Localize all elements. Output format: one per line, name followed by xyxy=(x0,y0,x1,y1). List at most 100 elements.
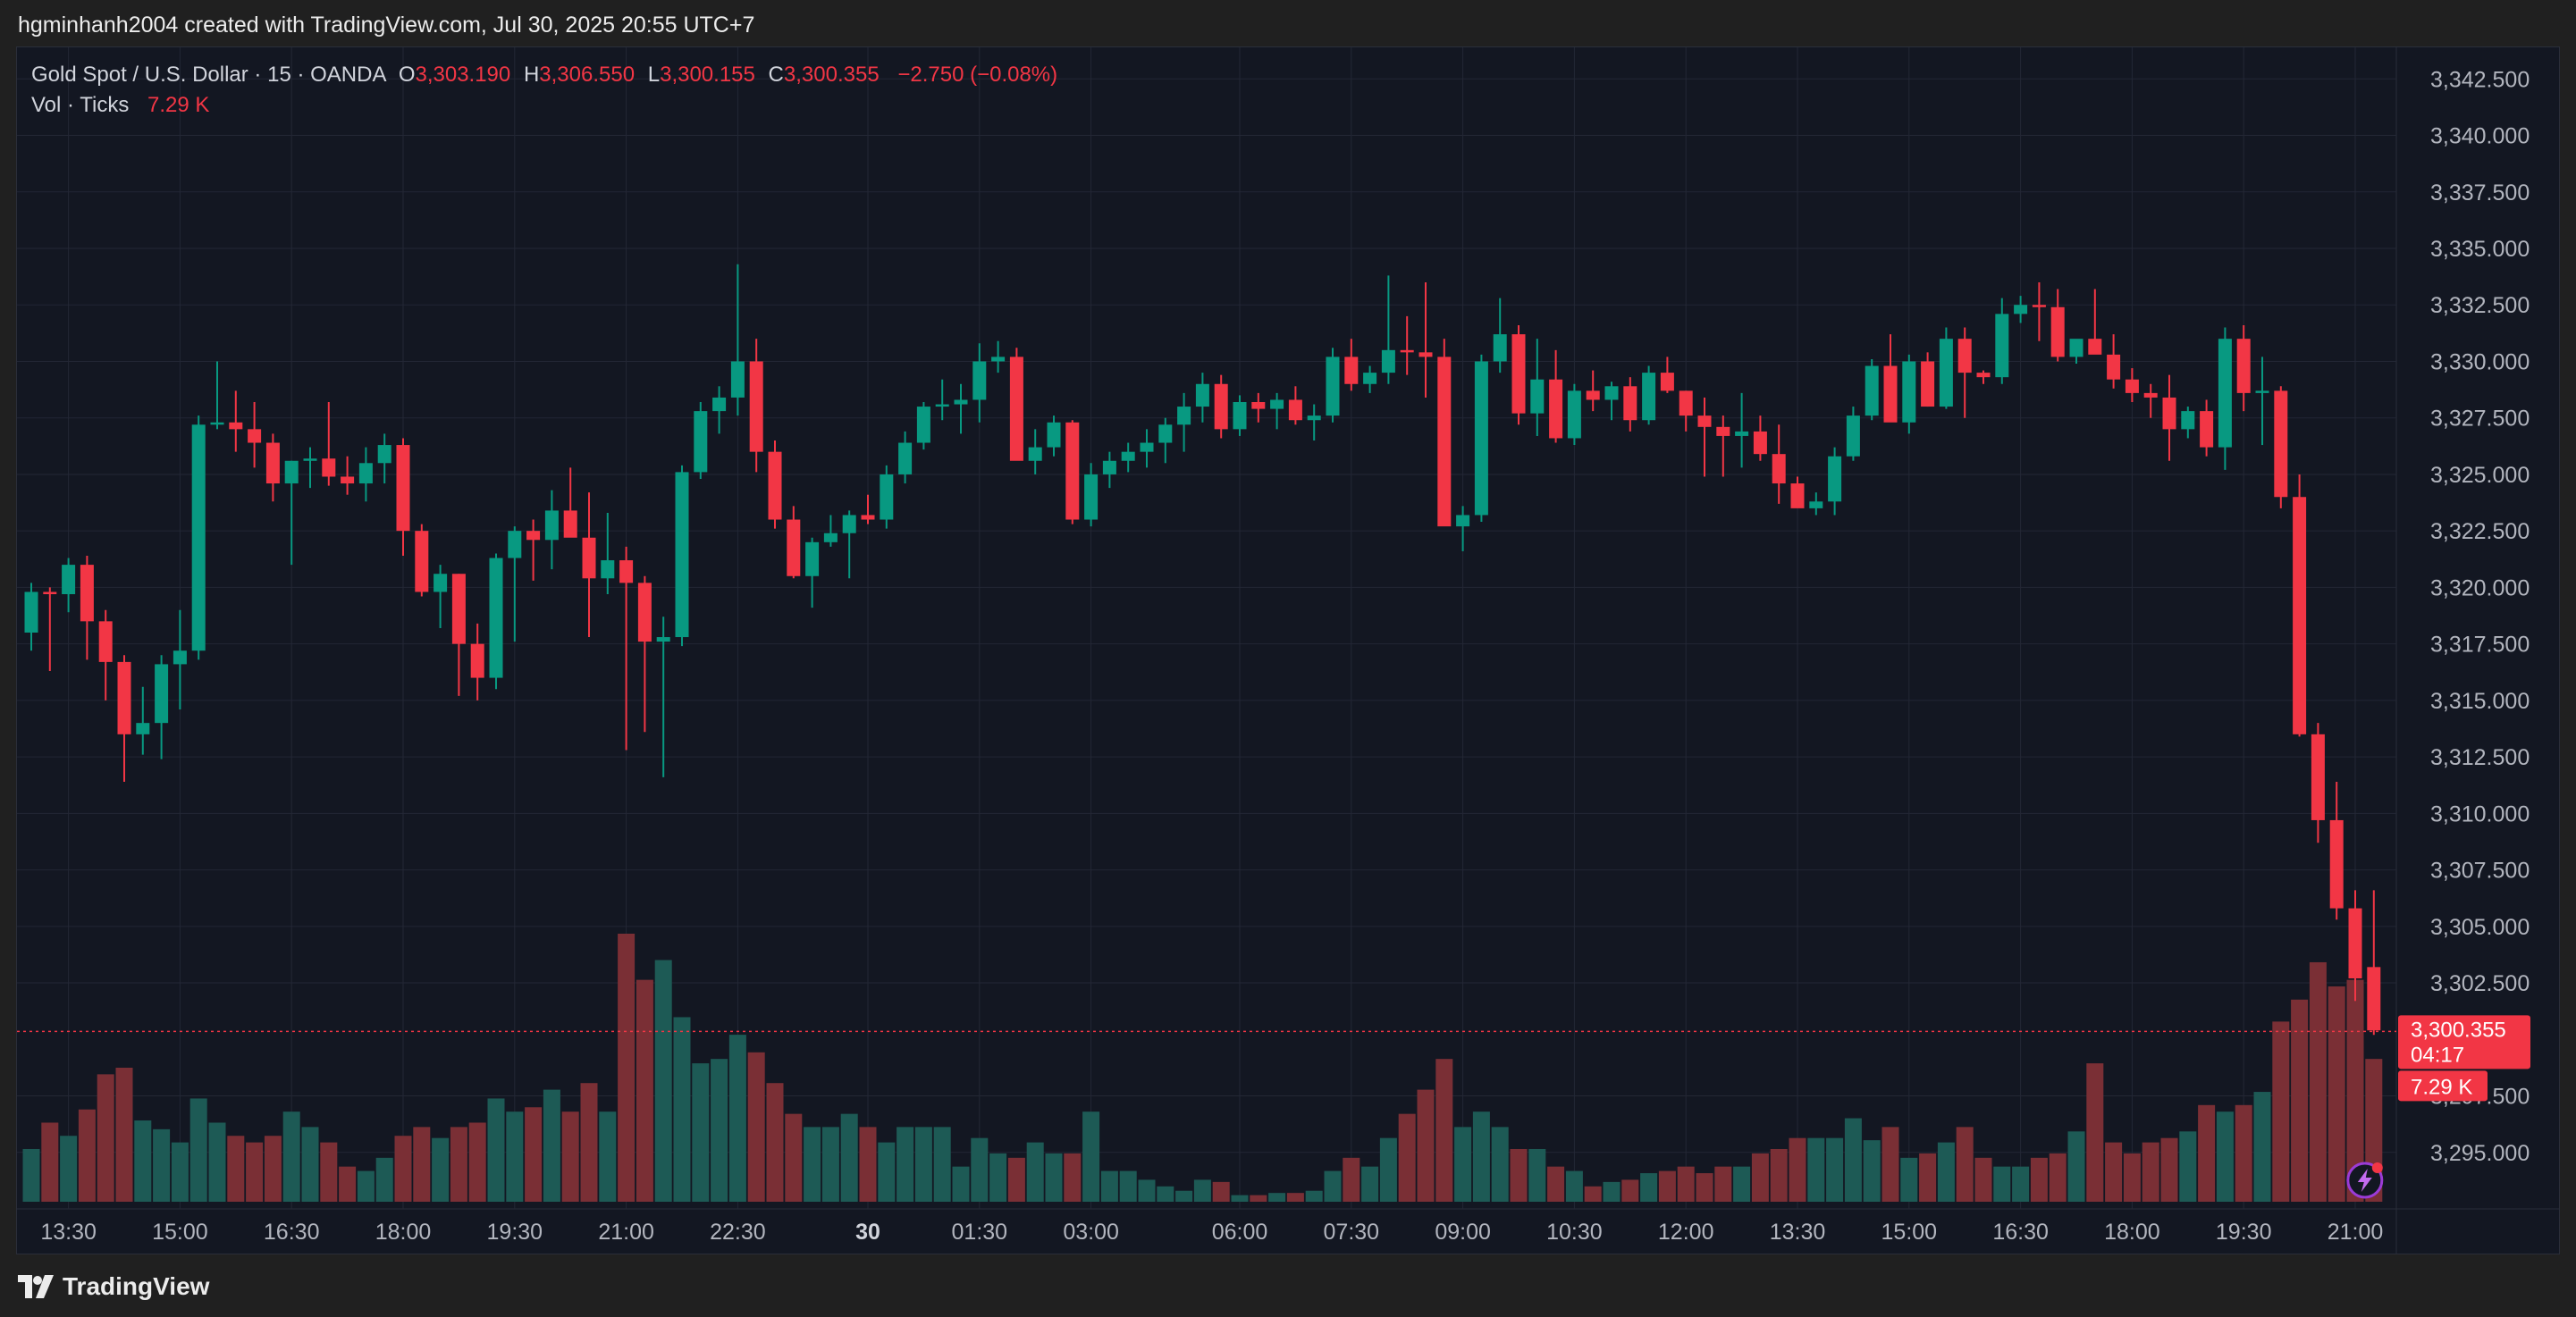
candle xyxy=(991,340,1006,373)
time-tick-label: 16:30 xyxy=(264,1220,320,1245)
volume-bar xyxy=(1435,1059,1453,1202)
candle-body xyxy=(1121,451,1135,461)
created-with-caption: hgminhanh2004 created with TradingView.c… xyxy=(18,13,755,38)
volume-bar xyxy=(1231,1195,1249,1202)
volume-bar xyxy=(1528,1148,1546,1202)
time-tick-label: 07:30 xyxy=(1324,1220,1380,1245)
candle-body xyxy=(322,458,336,477)
price-tick-label: 3,307.500 xyxy=(2430,859,2530,884)
volume-bar xyxy=(618,934,636,1202)
candle-body xyxy=(694,411,708,473)
price-tick-label: 3,317.500 xyxy=(2430,633,2530,658)
time-tick-label: 15:00 xyxy=(1881,1220,1938,1245)
volume-bar xyxy=(2272,1021,2290,1202)
volume-bar xyxy=(1175,1190,1193,1202)
candle-body xyxy=(1586,390,1600,400)
candle xyxy=(1084,463,1099,527)
volume-bar xyxy=(1157,1186,1174,1202)
candle xyxy=(2069,339,2084,364)
volume-bar xyxy=(1417,1089,1435,1202)
candle-body xyxy=(675,472,689,638)
volume-bar xyxy=(692,1063,710,1202)
candle-body xyxy=(2348,908,2362,978)
volume-bar xyxy=(1064,1153,1082,1202)
volume-bar xyxy=(971,1137,989,1202)
candle xyxy=(637,575,652,733)
candle xyxy=(377,433,391,484)
legend-volume-row: Vol · Ticks 7.29 K xyxy=(31,90,1057,121)
volume-bar xyxy=(561,1111,579,1202)
time-tick-label: 18:00 xyxy=(2104,1220,2160,1245)
candle xyxy=(80,556,94,660)
volume-bar xyxy=(357,1170,375,1202)
lightning-bolt-icon[interactable] xyxy=(2346,1162,2384,1199)
candle-body xyxy=(1474,361,1488,516)
candle xyxy=(303,447,317,489)
volume-bar xyxy=(153,1128,171,1202)
volume-bar xyxy=(1956,1127,1974,1202)
volume-bar xyxy=(1212,1181,1230,1202)
candle-body xyxy=(210,422,224,425)
candle-body xyxy=(2162,397,2176,430)
candle-body xyxy=(265,442,280,484)
candle-body xyxy=(2069,339,2084,357)
candle-body xyxy=(526,531,541,541)
candle xyxy=(1493,298,1507,373)
volume-bar xyxy=(1286,1193,1304,1202)
candle xyxy=(1400,315,1414,375)
candle xyxy=(2311,723,2325,843)
candle xyxy=(1865,358,1879,421)
candle xyxy=(24,583,38,651)
candle xyxy=(1586,370,1600,412)
candle xyxy=(1697,397,1712,477)
volume-indicator-label[interactable]: Vol · Ticks xyxy=(31,93,130,117)
candle-body xyxy=(1549,379,1563,439)
candle-body xyxy=(1716,426,1730,436)
volume-bar xyxy=(2160,1137,2178,1202)
volume-bar xyxy=(487,1098,505,1202)
candlestick-chart[interactable]: 3,342.500 3,340.000 3,337.500 3,335.000 3,33… xyxy=(17,47,2560,1254)
candle-body xyxy=(415,531,429,592)
candle-body xyxy=(396,445,410,532)
time-axis[interactable]: 13:30 15:00 16:30 18:00 19:30 21:00 22:30 30 01:… xyxy=(40,1220,2383,1245)
close-label: C xyxy=(768,63,784,87)
volume-bar xyxy=(189,1098,207,1202)
candle-body xyxy=(1604,386,1619,400)
volume-bar xyxy=(543,1089,560,1202)
volume-bar xyxy=(134,1120,152,1202)
candle xyxy=(1214,374,1228,439)
symbol-label[interactable]: Gold Spot / U.S. Dollar · 15 · OANDA xyxy=(31,63,386,87)
candle-body xyxy=(861,515,875,520)
candle-body xyxy=(1530,379,1545,414)
candle xyxy=(98,609,113,700)
candle xyxy=(2200,399,2214,457)
time-tick-label: 01:30 xyxy=(952,1220,1008,1245)
candle xyxy=(2088,289,2102,355)
candle xyxy=(1846,407,1860,461)
volume-bar xyxy=(301,1127,319,1202)
candle xyxy=(284,460,299,566)
price-tick-label: 3,320.000 xyxy=(2430,575,2530,600)
candle-body xyxy=(1288,399,1302,421)
candle xyxy=(1567,383,1581,446)
candle-body xyxy=(303,458,317,461)
volume-bar xyxy=(1714,1166,1732,1202)
candle xyxy=(1102,451,1116,489)
candle-body xyxy=(544,510,559,541)
candle xyxy=(898,431,913,484)
volume-bar xyxy=(1900,1157,1918,1202)
candle xyxy=(619,546,634,751)
candle xyxy=(787,506,801,579)
price-axis[interactable]: 3,342.500 3,340.000 3,337.500 3,335.000 3,33… xyxy=(2430,67,2530,1165)
volume-bar xyxy=(952,1166,970,1202)
candle xyxy=(1790,476,1805,508)
candle-body xyxy=(2236,339,2251,393)
chart-area[interactable]: 3,342.500 3,340.000 3,337.500 3,335.000 3,33… xyxy=(16,46,2560,1254)
candle xyxy=(749,339,763,473)
candle-body xyxy=(1865,365,1879,416)
price-overlay: 3,300.355 04:17 7.29 K xyxy=(17,1015,2530,1199)
high-label: H xyxy=(523,63,540,87)
volume-bar xyxy=(1565,1170,1583,1202)
volume-bar xyxy=(2049,1153,2067,1202)
tradingview-logo[interactable]: TradingView xyxy=(18,1272,209,1301)
